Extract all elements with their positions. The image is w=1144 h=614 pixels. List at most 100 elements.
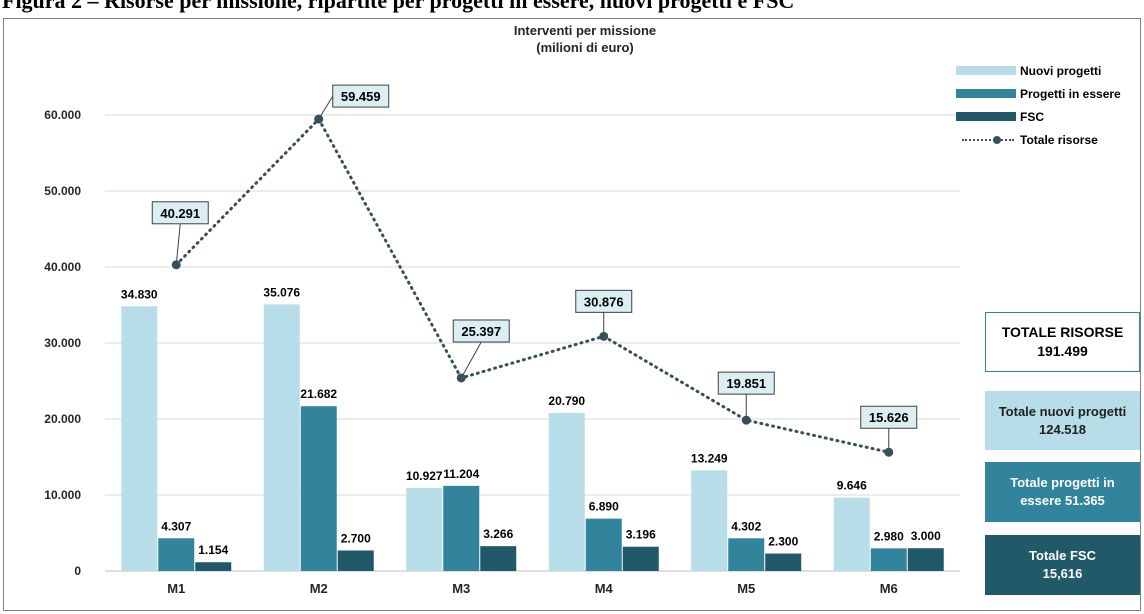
total-resources-value: 191.499 — [1037, 343, 1088, 359]
callout-label-total: 19.851 — [726, 376, 766, 391]
marker-total-resources — [314, 114, 324, 124]
total-new-projects-label: Totale nuovi progetti — [998, 403, 1127, 419]
x-tick-label: M4 — [595, 581, 614, 596]
data-label-existing-projects: 2.980 — [874, 529, 904, 543]
legend-label-new-projects: Nuovi progetti — [1020, 63, 1102, 78]
total-resources-label: TOTALE RISORSE — [1001, 324, 1124, 340]
data-label-new-projects: 20.790 — [548, 394, 585, 408]
marker-total-resources — [884, 447, 894, 457]
data-label-fsc: 1.154 — [198, 543, 228, 557]
total-resources-box: TOTALE RISORSE 191.499 — [985, 312, 1140, 372]
bar-fsc — [480, 546, 517, 571]
callout-box — [332, 84, 390, 108]
legend-label-total-resources: Totale risorse — [1020, 132, 1098, 147]
legend-swatch-fsc — [956, 112, 1016, 121]
legend-item-new-projects: Nuovi progetti — [956, 59, 1136, 82]
data-label-existing-projects: 11.204 — [443, 467, 479, 481]
chart-title: Interventi per missione (milioni di euro… — [380, 22, 790, 56]
bar-new-projects — [406, 487, 443, 571]
bar-existing-projects — [443, 485, 480, 571]
bar-new-projects — [121, 306, 158, 571]
y-tick-label: 50.000 — [44, 184, 81, 198]
x-tick-label: M2 — [310, 581, 328, 596]
data-label-existing-projects: 21.682 — [300, 387, 337, 401]
bar-existing-projects — [728, 538, 765, 571]
data-label-new-projects: 9.646 — [837, 479, 867, 493]
bar-existing-projects — [300, 406, 337, 571]
total-fsc-box: Totale FSC 15,616 — [985, 535, 1140, 595]
data-label-fsc: 2.300 — [768, 535, 798, 549]
callout-label-total: 30.876 — [584, 294, 624, 309]
callout-box — [575, 289, 633, 313]
data-label-existing-projects: 4.307 — [161, 519, 191, 533]
data-label-existing-projects: 4.302 — [731, 519, 761, 533]
data-label-fsc: 3.000 — [911, 529, 941, 543]
bar-fsc — [765, 553, 802, 571]
chart-title-line-1: Interventi per missione — [513, 23, 657, 38]
bar-new-projects — [833, 497, 870, 571]
marker-total-resources — [741, 415, 751, 425]
total-fsc-value: 15,616 — [1042, 566, 1083, 581]
bar-fsc — [337, 550, 374, 571]
line-total-resources — [174, 116, 891, 454]
data-label-fsc: 3.266 — [483, 527, 513, 541]
callout-box — [151, 201, 209, 225]
total-fsc-label: Totale FSC — [1029, 548, 1096, 563]
legend-label-existing-projects: Progetti in essere — [1020, 86, 1121, 101]
bar-new-projects — [691, 470, 728, 571]
total-new-projects-value: 124.518 — [1039, 421, 1086, 437]
legend-item-total-resources: Totale risorse — [956, 128, 1136, 151]
chart-title-line-2: (milioni di euro) — [536, 40, 634, 55]
bar-fsc — [622, 546, 659, 571]
total-existing-projects-box: Totale progetti in essere 51.365 — [985, 462, 1140, 522]
marker-total-resources — [171, 260, 181, 270]
bar-fsc — [195, 562, 232, 571]
legend-item-fsc: FSC — [956, 105, 1136, 128]
data-label-new-projects: 35.076 — [263, 285, 300, 299]
legend-swatch-new-projects — [956, 66, 1016, 75]
callout-label-total: 25.397 — [461, 324, 501, 339]
callout-leader — [175, 223, 181, 265]
callout-label-total: 15.626 — [869, 410, 909, 425]
callout-box — [452, 319, 510, 343]
callout-box — [717, 371, 775, 395]
data-label-fsc: 3.196 — [626, 528, 656, 542]
callout-box — [860, 405, 918, 429]
y-tick-label: 20.000 — [44, 412, 81, 426]
callout-label-total: 59.459 — [341, 89, 381, 104]
y-tick-label: 0 — [74, 564, 81, 578]
x-tick-label: M3 — [452, 581, 470, 596]
legend-swatch-total-resources — [956, 135, 1016, 145]
y-tick-label: 60.000 — [44, 108, 81, 122]
data-label-new-projects: 34.830 — [121, 287, 158, 301]
total-existing-projects-label: Totale progetti in — [1010, 475, 1115, 490]
y-tick-label: 10.000 — [44, 488, 81, 502]
legend-label-fsc: FSC — [1020, 109, 1044, 124]
bar-existing-projects — [585, 518, 622, 571]
bar-fsc — [907, 548, 944, 571]
legend-item-existing-projects: Progetti in essere — [956, 82, 1136, 105]
chart-legend: Nuovi progetti Progetti in essere FSC To… — [956, 59, 1136, 151]
legend-swatch-existing-projects — [956, 89, 1016, 98]
figure-caption: Figura 2 – Risorse per missione, riparti… — [2, 0, 795, 13]
x-tick-label: M6 — [880, 581, 898, 596]
callout-leader — [460, 341, 482, 379]
marker-total-resources — [599, 331, 609, 341]
data-label-fsc: 2.700 — [341, 531, 371, 545]
x-tick-label: M5 — [737, 581, 755, 596]
data-label-new-projects: 13.249 — [691, 451, 728, 465]
data-label-existing-projects: 6.890 — [589, 500, 619, 514]
bar-existing-projects — [158, 538, 195, 571]
data-label-new-projects: 10.927 — [406, 469, 443, 483]
callout-label-total: 40.291 — [160, 206, 200, 221]
y-tick-label: 30.000 — [44, 336, 81, 350]
bar-new-projects — [263, 304, 300, 571]
marker-total-resources — [456, 373, 466, 383]
bar-existing-projects — [870, 548, 907, 571]
total-new-projects-box: Totale nuovi progetti 124.518 — [985, 391, 1140, 450]
total-existing-projects-value: essere 51.365 — [1020, 493, 1105, 508]
y-tick-label: 40.000 — [44, 260, 81, 274]
x-tick-label: M1 — [167, 581, 185, 596]
bar-new-projects — [548, 412, 585, 571]
